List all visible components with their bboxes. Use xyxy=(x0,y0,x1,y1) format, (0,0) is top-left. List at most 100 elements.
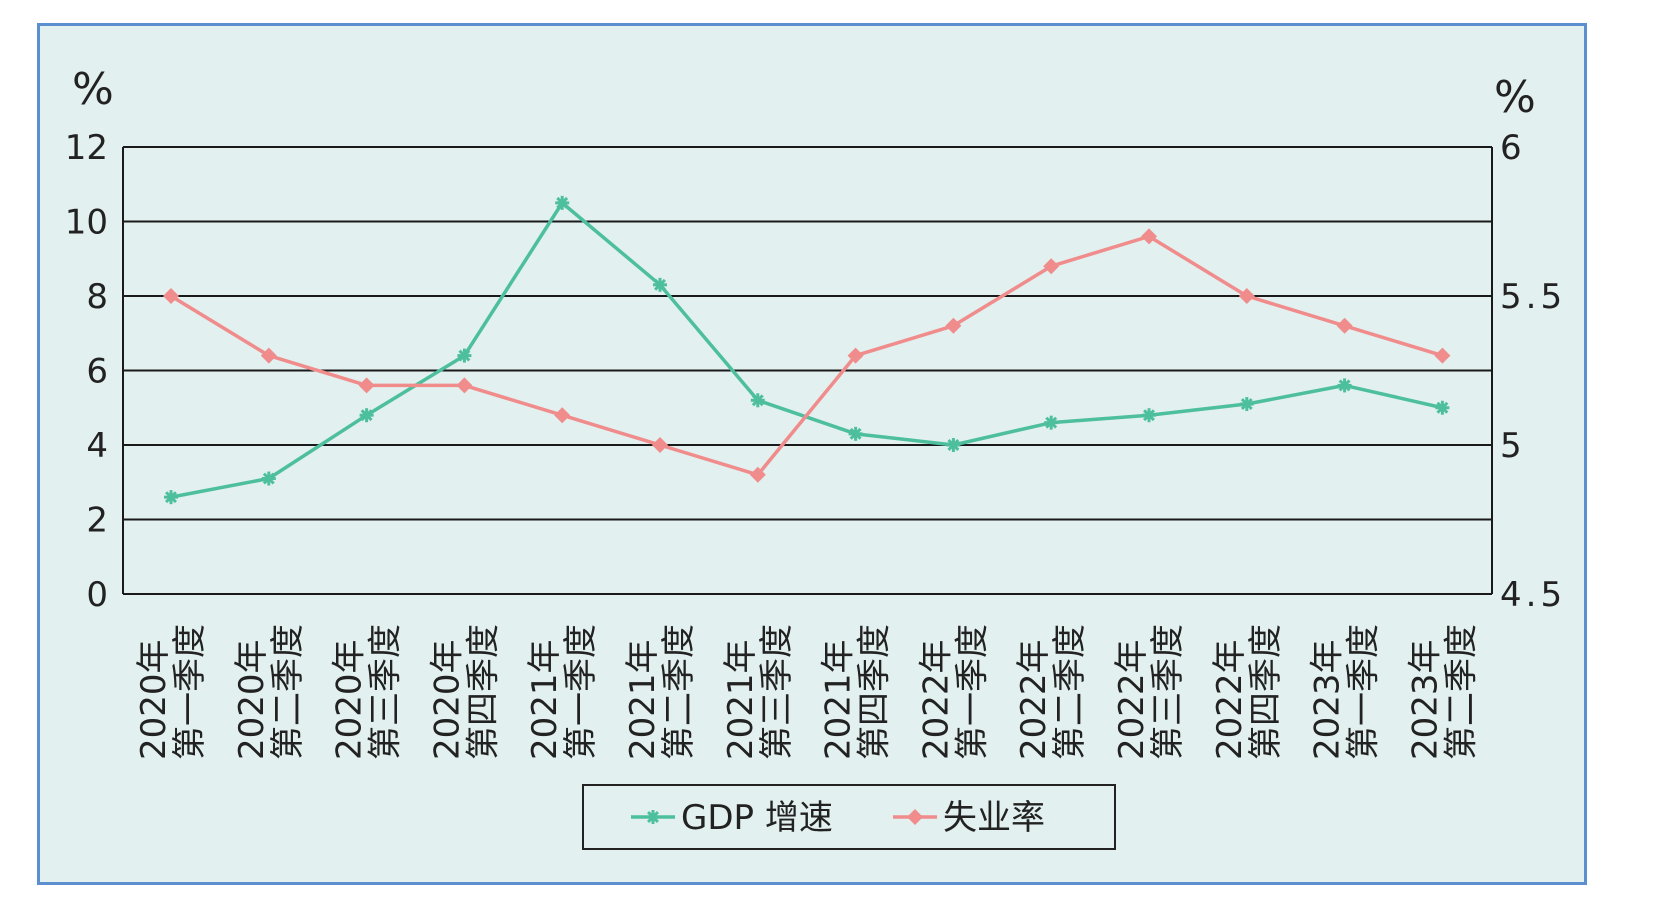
x-label-year: 2022年 xyxy=(1014,639,1054,760)
left-tick-label: 10 xyxy=(65,203,108,243)
legend-marker xyxy=(646,810,660,824)
x-label-quarter: 第二季度 xyxy=(1441,624,1481,760)
data-point xyxy=(1434,347,1451,364)
legend-item: GDP 增速 xyxy=(631,798,833,838)
legend-label: 失业率 xyxy=(943,798,1045,838)
chart-panel xyxy=(37,23,1587,885)
data-point xyxy=(163,288,179,304)
x-label-year: 2020年 xyxy=(427,639,467,760)
data-point xyxy=(847,347,864,364)
x-label-quarter: 第二季度 xyxy=(1050,624,1090,760)
x-label-quarter: 第三季度 xyxy=(366,624,406,760)
right-tick-label: 6 xyxy=(1500,128,1526,168)
x-label-quarter: 第四季度 xyxy=(855,624,895,760)
axes xyxy=(122,147,1493,594)
data-point xyxy=(652,437,668,453)
series-1 xyxy=(164,195,1450,505)
data-point xyxy=(1141,228,1157,245)
x-label-quarter: 第一季度 xyxy=(952,624,992,760)
data-point xyxy=(456,377,473,394)
left-tick-label: 0 xyxy=(86,575,108,615)
x-label-quarter: 第二季度 xyxy=(268,624,308,760)
data-point xyxy=(1337,378,1352,393)
x-label-year: 2020年 xyxy=(330,639,370,760)
data-point xyxy=(750,393,765,408)
data-point xyxy=(555,195,570,210)
left-tick-label: 4 xyxy=(86,426,108,466)
data-point xyxy=(164,490,178,505)
left-tick-label: 12 xyxy=(65,128,108,168)
x-label-quarter: 第三季度 xyxy=(1148,624,1188,760)
series-line xyxy=(170,234,1443,477)
series-2 xyxy=(163,228,1451,483)
right-axis-unit: % xyxy=(1494,72,1536,123)
x-label-quarter: 第四季度 xyxy=(1246,624,1286,760)
x-label-year: 2021年 xyxy=(623,639,663,760)
data-point xyxy=(359,408,374,423)
series xyxy=(163,195,1451,505)
data-point xyxy=(358,377,375,394)
data-point xyxy=(261,471,276,486)
left-tick-label: 8 xyxy=(86,277,108,317)
x-label-year: 2023年 xyxy=(1405,639,1445,760)
series-line xyxy=(170,201,1443,499)
data-point xyxy=(1238,288,1255,304)
tick-labels: 0 2 4 6 8 10 12 4.5 5 5.5 6 xyxy=(65,128,1566,615)
legend-label: GDP 增速 xyxy=(681,798,833,838)
x-label-quarter: 第一季度 xyxy=(561,624,601,760)
data-point xyxy=(1336,317,1353,334)
data-point xyxy=(945,317,962,334)
x-label-quarter: 第三季度 xyxy=(757,624,797,760)
data-point xyxy=(1239,397,1254,412)
data-point xyxy=(1142,408,1156,423)
x-label-quarter: 第一季度 xyxy=(1344,624,1384,760)
data-point xyxy=(653,277,667,292)
x-label-year: 2020年 xyxy=(232,639,272,760)
data-point xyxy=(749,466,766,483)
data-point xyxy=(946,438,961,452)
data-point xyxy=(1044,415,1059,430)
x-label-year: 2022年 xyxy=(1210,639,1250,760)
legend: GDP 增速 失业率 xyxy=(582,784,1116,850)
data-point xyxy=(260,347,277,364)
legend-item: 失业率 xyxy=(893,798,1045,838)
data-point xyxy=(554,407,571,424)
legend-box xyxy=(582,784,1116,850)
x-label-year: 2021年 xyxy=(721,639,761,760)
right-tick-label: 5.5 xyxy=(1500,277,1566,317)
data-point xyxy=(848,426,863,441)
data-point xyxy=(1435,400,1450,415)
x-label-quarter: 第四季度 xyxy=(463,624,503,760)
left-tick-label: 6 xyxy=(86,352,108,392)
x-label-year: 2021年 xyxy=(525,639,565,760)
x-label-quarter: 第二季度 xyxy=(659,624,699,760)
x-label-year: 2021年 xyxy=(819,639,859,760)
x-label-year: 2022年 xyxy=(916,639,956,760)
data-point xyxy=(1043,258,1060,275)
gridlines xyxy=(123,146,1492,595)
left-tick-label: 2 xyxy=(86,501,108,541)
right-tick-label: 5 xyxy=(1500,426,1526,466)
x-label-quarter: 第一季度 xyxy=(170,624,210,760)
x-label-year: 2023年 xyxy=(1308,639,1348,760)
right-tick-label: 4.5 xyxy=(1500,575,1566,615)
x-label-year: 2022年 xyxy=(1112,639,1152,760)
legend-marker xyxy=(907,809,923,825)
left-axis-unit: % xyxy=(72,64,114,115)
